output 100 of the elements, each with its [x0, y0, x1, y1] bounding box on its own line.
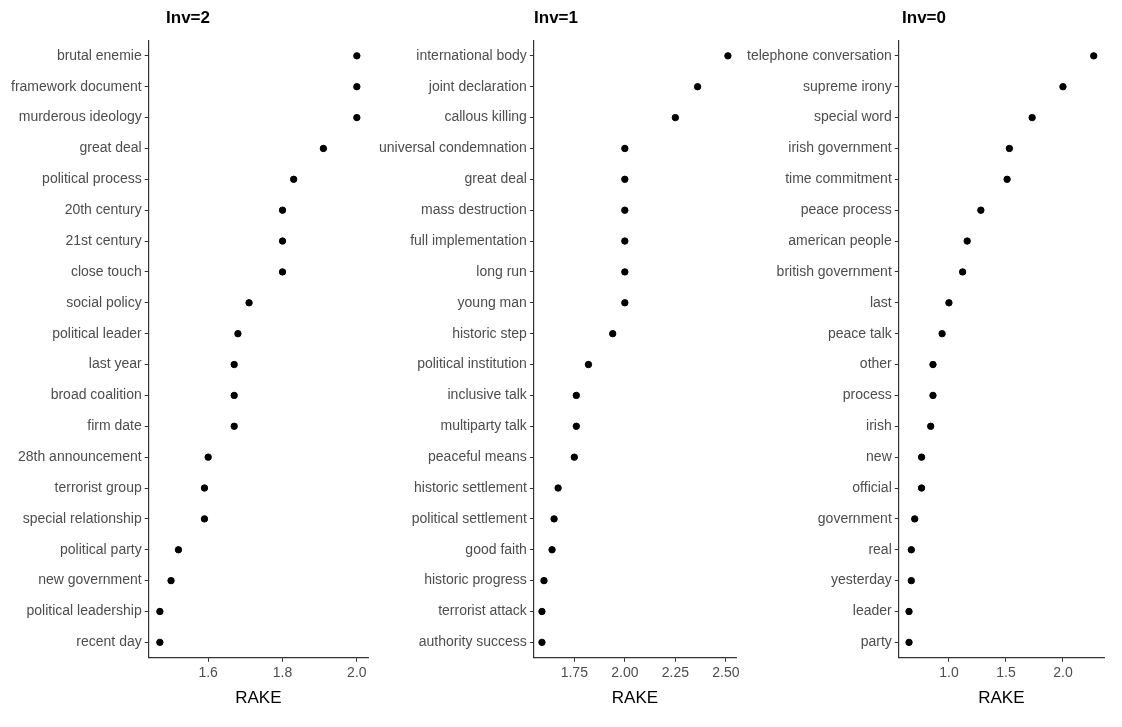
- x-axis-title: RAKE: [611, 688, 659, 708]
- x-tick-label: 1.6: [198, 664, 219, 681]
- point: [538, 638, 546, 647]
- y-tick-label: political settlement: [411, 509, 527, 526]
- y-tick-label: great deal: [464, 170, 527, 187]
- y-tick-label: process: [842, 386, 892, 403]
- point: [200, 484, 209, 492]
- point: [353, 83, 361, 91]
- point: [156, 607, 164, 616]
- point: [963, 237, 971, 245]
- y-tick-label: broad coalition: [50, 386, 142, 403]
- point: [245, 299, 253, 307]
- point: [289, 175, 298, 184]
- point: [550, 515, 558, 523]
- y-tick-label: full implementation: [410, 231, 527, 248]
- point: [230, 360, 238, 369]
- y-tick-label: special word: [813, 108, 892, 125]
- x-axis-title: RAKE: [978, 688, 1025, 708]
- point: [230, 391, 238, 400]
- y-tick-label: historic step: [452, 324, 528, 341]
- y-tick-label: firm date: [87, 417, 142, 434]
- y-tick-label: framework document: [11, 77, 142, 94]
- point: [621, 206, 629, 214]
- point: [621, 237, 629, 245]
- point: [156, 638, 164, 647]
- point: [230, 422, 238, 430]
- point: [609, 329, 617, 338]
- x-tick-label: 2.25: [661, 664, 690, 681]
- point: [621, 144, 629, 153]
- chart-title: Inv=1: [534, 7, 578, 27]
- y-tick-label: government: [817, 509, 892, 526]
- y-tick-label: brutal enemie: [56, 46, 142, 63]
- y-tick-label: peace process: [800, 201, 892, 218]
- point: [693, 83, 702, 91]
- point: [572, 422, 581, 430]
- y-tick-label: 21st century: [65, 231, 142, 248]
- y-tick-label: social policy: [66, 293, 142, 310]
- y-tick-label: terrorist group: [54, 478, 142, 495]
- y-tick-label: official: [852, 478, 892, 495]
- point: [907, 546, 916, 554]
- y-tick-label: political leader: [52, 324, 143, 341]
- y-tick-label: american people: [788, 231, 892, 248]
- y-tick-label: yesterday: [831, 571, 892, 588]
- y-tick-label: mass destruction: [421, 201, 527, 218]
- point: [977, 206, 985, 214]
- point: [671, 113, 680, 122]
- y-tick-label: party: [860, 633, 892, 650]
- point: [167, 576, 175, 585]
- point: [1059, 83, 1067, 91]
- y-tick-label: irish government: [788, 139, 892, 156]
- point: [278, 206, 287, 214]
- point: [538, 607, 546, 616]
- y-tick-label: special relationship: [22, 509, 142, 526]
- point: [1003, 175, 1011, 184]
- x-axis-title: RAKE: [235, 688, 282, 708]
- point: [353, 52, 361, 60]
- y-tick-label: universal condemnation: [378, 139, 527, 156]
- x-tick-label: 1.0: [939, 664, 959, 681]
- y-tick-label: 28th announcement: [17, 448, 142, 464]
- y-tick-label: historic progress: [424, 571, 527, 588]
- y-tick-label: long run: [476, 262, 527, 279]
- point: [572, 391, 581, 400]
- point: [621, 299, 629, 307]
- point: [234, 329, 242, 338]
- y-tick-label: last year: [88, 355, 143, 372]
- point: [1028, 113, 1036, 122]
- point: [929, 391, 937, 400]
- y-tick-label: other: [859, 355, 893, 372]
- y-tick-label: good faith: [465, 540, 527, 557]
- point: [927, 422, 935, 430]
- point: [945, 299, 953, 307]
- point: [621, 175, 629, 184]
- y-tick-label: international body: [416, 46, 527, 63]
- y-tick-label: last: [869, 293, 892, 310]
- y-tick-label: close touch: [70, 262, 142, 279]
- y-tick-label: 20th century: [64, 201, 142, 218]
- x-tick-label: 2.0: [347, 664, 367, 681]
- point: [1090, 52, 1098, 60]
- y-tick-label: historic settlement: [414, 478, 527, 495]
- point: [554, 484, 562, 492]
- y-tick-label: peace talk: [827, 324, 893, 341]
- point: [917, 484, 926, 492]
- chart-title: Inv=2: [166, 7, 210, 27]
- y-tick-label: political leadership: [26, 602, 142, 619]
- y-tick-label: new government: [38, 571, 142, 588]
- point: [584, 360, 593, 369]
- point: [200, 515, 209, 523]
- y-tick-label: murderous ideology: [18, 108, 142, 125]
- point: [938, 329, 946, 338]
- point: [724, 52, 732, 60]
- y-tick-label: political institution: [417, 355, 527, 372]
- x-tick-label: 2.0: [1053, 664, 1073, 681]
- point: [353, 113, 361, 122]
- point: [204, 453, 212, 461]
- y-tick-label: irish: [866, 417, 892, 434]
- point: [958, 268, 967, 276]
- point: [621, 268, 629, 276]
- chart-title: Inv=0: [902, 7, 946, 27]
- y-tick-label: young man: [457, 293, 527, 310]
- x-tick-label: 1.5: [996, 664, 1016, 681]
